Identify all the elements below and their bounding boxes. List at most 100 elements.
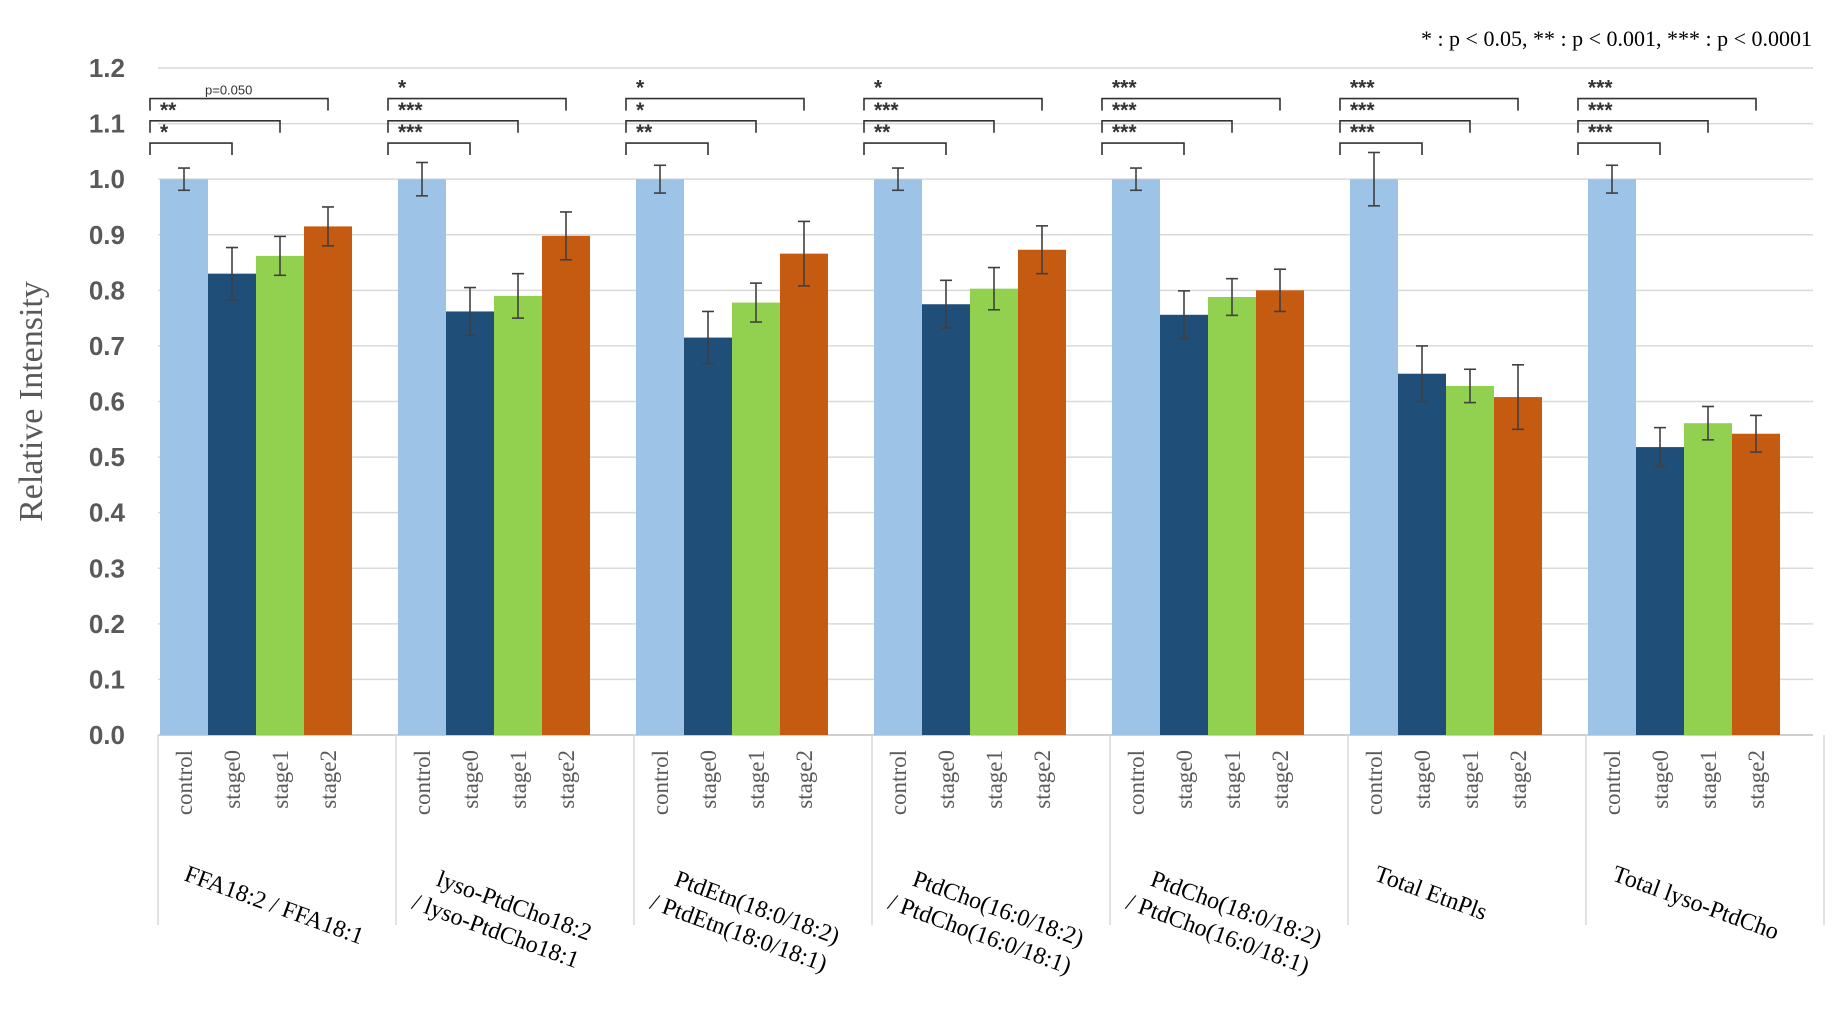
bar-stage2 (1256, 290, 1304, 735)
category-label: stage2 (316, 750, 341, 809)
significance-bracket: *** (387, 121, 471, 156)
significance-label: p=0.050 (205, 83, 252, 98)
bar-control (636, 179, 684, 735)
significance-bracket: * (625, 99, 757, 133)
error-bar (560, 211, 572, 261)
significance-label: * (398, 77, 407, 100)
category-label: stage0 (1172, 750, 1197, 809)
significance-label: * (160, 121, 169, 144)
y-tick-label: 0.1 (89, 664, 125, 694)
error-bar (512, 272, 524, 319)
bar-stage1 (732, 302, 780, 735)
bar-stage1 (970, 288, 1018, 735)
significance-label: *** (1350, 99, 1375, 122)
y-tick-label: 0.4 (89, 498, 126, 528)
bar-stage0 (922, 304, 970, 735)
significance-label: ** (874, 121, 891, 144)
error-bar (940, 279, 952, 329)
significance-bracket: * (149, 121, 233, 156)
y-tick-label: 0.3 (89, 553, 125, 583)
bar-stage2 (1018, 249, 1066, 735)
group-label-line: Total EtnPls (1371, 861, 1490, 926)
significance-label: *** (874, 99, 899, 122)
y-tick-label: 0.2 (89, 609, 125, 639)
bar-stage2 (780, 253, 828, 736)
error-bar (1178, 290, 1190, 340)
significance-label: *** (1588, 99, 1613, 122)
category-label: stage2 (792, 750, 817, 809)
group-3: control stage0 stage1 stage2 PtdCho(16:0/18:… (863, 77, 1087, 980)
y-tick-label: 1.0 (89, 164, 125, 194)
category-label: control (410, 750, 435, 815)
significance-label: *** (1588, 121, 1613, 144)
bar-stage1 (1208, 297, 1256, 735)
significance-bracket: *** (863, 99, 995, 133)
bar-stage0 (684, 337, 732, 735)
bar-stage0 (1398, 373, 1446, 735)
category-label: control (1124, 750, 1149, 815)
error-bar (988, 266, 1000, 311)
error-bar (1130, 167, 1142, 192)
significance-note: * : p < 0.05, ** : p < 0.001, *** : p < … (1421, 26, 1812, 51)
bar-stage2 (542, 235, 590, 735)
error-bar (1606, 164, 1618, 194)
group-0: control stage0 stage1 stage2 FFA18:2 / FFA18… (149, 83, 367, 950)
significance-bracket: *** (1101, 99, 1233, 133)
category-label: stage2 (1268, 750, 1293, 809)
error-bar (654, 164, 666, 194)
category-label: stage1 (1220, 750, 1245, 809)
category-label: stage1 (1458, 750, 1483, 809)
error-bar (1464, 368, 1476, 404)
significance-label: ** (636, 121, 653, 144)
error-bar (274, 235, 286, 277)
y-tick-label: 0.8 (89, 275, 125, 305)
significance-label: *** (1112, 99, 1137, 122)
bar-stage0 (1160, 314, 1208, 735)
significance-label: *** (1588, 77, 1613, 100)
y-tick-label: 1.1 (89, 109, 125, 139)
category-label: stage2 (1030, 750, 1055, 809)
significance-label: *** (1112, 121, 1137, 144)
significance-label: * (636, 99, 645, 122)
significance-label: * (636, 77, 645, 100)
significance-bracket: *** (1577, 77, 1757, 111)
bar-control (160, 179, 208, 735)
bar-control (1588, 179, 1636, 735)
category-label: control (172, 750, 197, 815)
significance-bracket: *** (1339, 99, 1471, 133)
bar-stage1 (1446, 385, 1494, 735)
group-5: control stage0 stage1 stage2 Total EtnPls ***… (1339, 77, 1542, 926)
group-label: lyso-PtdCho18:2/ lyso-PtdCho18:1 (409, 861, 595, 974)
error-bar (1750, 414, 1762, 453)
error-bar (322, 206, 334, 247)
error-bar (178, 167, 190, 192)
error-bar (892, 167, 904, 192)
significance-bracket: ** (149, 99, 281, 133)
error-bar (464, 286, 476, 337)
group-label: Total EtnPls (1371, 861, 1490, 926)
y-tick-label: 0.7 (89, 331, 125, 361)
error-bar (1416, 345, 1428, 403)
group-2: control stage0 stage1 stage2 PtdEtn(18:0/18:… (625, 77, 843, 977)
bar-stage2 (304, 226, 352, 735)
category-label: stage1 (744, 750, 769, 809)
group-label-line: Total lyso-PtdCho (1609, 861, 1782, 945)
category-label: control (1600, 750, 1625, 815)
y-tick-label: 0.5 (89, 442, 125, 472)
y-tick-label: 0.6 (89, 387, 125, 417)
y-axis-label: Relative Intensity (13, 281, 50, 522)
significance-label: *** (398, 99, 423, 122)
group-6: control stage0 stage1 stage2 Total lyso-PtdC… (1577, 77, 1782, 945)
error-bar (1702, 405, 1714, 441)
category-label: stage0 (1648, 750, 1673, 809)
group-label: FFA18:2 / FFA18:1 (181, 861, 367, 950)
category-label: stage1 (506, 750, 531, 809)
bar-control (398, 179, 446, 735)
significance-bracket: *** (1577, 121, 1661, 156)
significance-bracket: *** (1339, 77, 1519, 111)
significance-bracket: * (625, 77, 805, 111)
group-label: PtdCho(16:0/18:2)/ PtdCho(16:0/18:1) (885, 861, 1087, 980)
error-bar (1368, 151, 1380, 207)
